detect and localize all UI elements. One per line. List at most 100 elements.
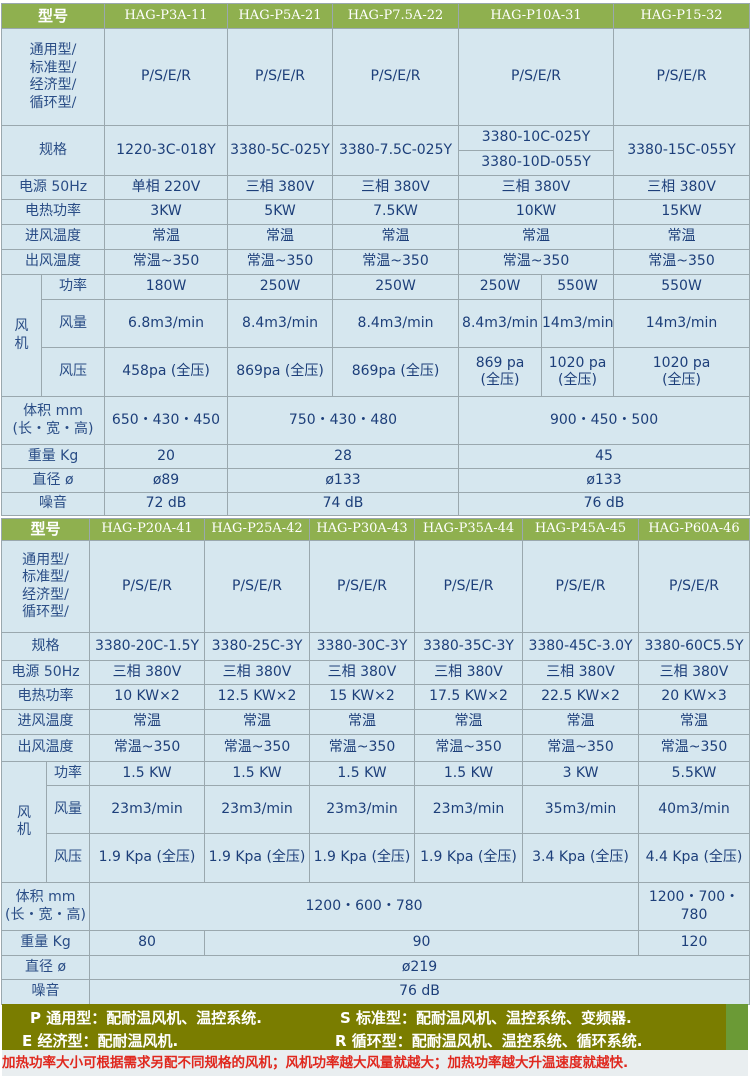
volume-cell: 900・450・500 xyxy=(458,396,750,445)
fan-power-cell: 1.5 KW xyxy=(89,761,206,786)
outlet-temp-cell: 常温~350 xyxy=(458,249,615,275)
noise-label: 噪音 xyxy=(0,979,91,1005)
type-row: 通用型/ 标准型/ 经济型/ 循环型/ P/S/E/R P/S/E/R P/S/… xyxy=(0,28,750,126)
spec-label: 规格 xyxy=(0,632,91,661)
noise-cell: 74 dB xyxy=(227,492,460,516)
spec-cell: 3380-10D-055Y xyxy=(458,150,615,176)
air-volume-cell: 8.4m3/min xyxy=(332,299,460,348)
type-label: 通用型/ 标准型/ 经济型/ 循环型/ xyxy=(0,540,91,633)
inlet-temp-row: 进风温度 常温 常温 常温 常温 常温 xyxy=(0,224,750,250)
power-supply-row: 电源 50Hz 三相 380V 三相 380V 三相 380V 三相 380V … xyxy=(0,660,750,685)
fan-power-cell: 550W xyxy=(613,274,750,300)
air-pressure-cell: 3.4 Kpa (全压) xyxy=(522,833,640,883)
type-cell: P/S/E/R xyxy=(332,28,460,126)
volume-cell: 1200・700・780 xyxy=(638,882,750,931)
type-cell: P/S/E/R xyxy=(227,28,334,126)
model-cell: HAG-P25A-42 xyxy=(204,518,311,541)
fan-power-cell: 550W xyxy=(541,274,615,300)
air-pressure-cell: 1.9 Kpa (全压) xyxy=(414,833,524,883)
air-volume-cell: 23m3/min xyxy=(89,785,206,834)
inlet-temp-cell: 常温 xyxy=(414,709,524,735)
outlet-temp-cell: 常温~350 xyxy=(613,249,750,275)
air-pressure-cell: 869pa (全压) xyxy=(332,347,460,397)
inlet-temp-label: 进风温度 xyxy=(0,224,106,250)
heat-power-cell: 10KW xyxy=(458,199,615,225)
fan-power-cell: 250W xyxy=(458,274,543,300)
air-pressure-cell: 458pa (全压) xyxy=(104,347,229,397)
air-volume-row: 风量 6.8m3/min 8.4m3/min 8.4m3/min 8.4m3/m… xyxy=(2,299,750,348)
fan-power-cell: 3 KW xyxy=(522,761,640,786)
type-cell: P/S/E/R xyxy=(89,540,206,633)
fan-power-cell: 250W xyxy=(227,274,334,300)
noise-label: 噪音 xyxy=(0,492,106,516)
spec-cell: 3380-45C-3.0Y xyxy=(522,632,640,661)
inlet-temp-row: 进风温度 常温 常温 常温 常温 常温 常温 xyxy=(0,709,750,735)
outlet-temp-cell: 常温~350 xyxy=(104,249,229,275)
air-pressure-row: 风压 458pa (全压) 869pa (全压) 869pa (全压) 869 … xyxy=(2,347,750,397)
power-supply-row: 电源 50Hz 单相 220V 三相 380V 三相 380V 三相 380V … xyxy=(0,175,750,200)
model-cell: HAG-P3A-11 xyxy=(104,3,229,29)
outlet-temp-row: 出风温度 常温~350 常温~350 常温~350 常温~350 常温~350 … xyxy=(0,734,750,762)
heat-power-cell: 10 KW×2 xyxy=(89,684,206,710)
power-supply-cell: 三相 380V xyxy=(613,175,750,200)
air-pressure-cell: 869pa (全压) xyxy=(227,347,334,397)
power-supply-cell: 三相 380V xyxy=(522,660,640,685)
heat-power-row: 电热功率 10 KW×2 12.5 KW×2 15 KW×2 17.5 KW×2… xyxy=(0,684,750,710)
volume-cell: 650・430・450 xyxy=(104,396,229,445)
noise-row: 噪音 72 dB 74 dB 76 dB xyxy=(0,492,750,516)
model-cell: HAG-P30A-43 xyxy=(309,518,416,541)
power-supply-cell: 三相 380V xyxy=(638,660,750,685)
outlet-temp-cell: 常温~350 xyxy=(414,734,524,762)
outlet-temp-cell: 常温~350 xyxy=(522,734,640,762)
air-volume-cell: 14m3/min xyxy=(613,299,750,348)
air-volume-cell: 40m3/min xyxy=(638,785,750,834)
heat-power-cell: 5KW xyxy=(227,199,334,225)
heat-power-label: 电热功率 xyxy=(0,199,106,225)
air-volume-cell: 35m3/min xyxy=(522,785,640,834)
inlet-temp-cell: 常温 xyxy=(332,224,460,250)
outlet-temp-label: 出风温度 xyxy=(0,734,91,762)
type-cell: P/S/E/R xyxy=(204,540,311,633)
air-volume-cell: 8.4m3/min xyxy=(227,299,334,348)
inlet-temp-cell: 常温 xyxy=(227,224,334,250)
legend-line-1: P 通用型：配耐温风机、温控系统. S 标准型：配耐温风机、温控系统、变频器. xyxy=(2,1004,748,1027)
inlet-temp-label: 进风温度 xyxy=(0,709,91,735)
air-pressure-cell: 1.9 Kpa (全压) xyxy=(204,833,311,883)
air-pressure-cell: 1.9 Kpa (全压) xyxy=(89,833,206,883)
noise-cell: 76 dB xyxy=(458,492,750,516)
diameter-cell: ø89 xyxy=(104,468,229,493)
heat-power-cell: 20 KW×3 xyxy=(638,684,750,710)
type-cell: P/S/E/R xyxy=(522,540,640,633)
heat-power-row: 电热功率 3KW 5KW 7.5KW 10KW 15KW xyxy=(0,199,750,225)
weight-cell: 20 xyxy=(104,444,229,469)
model-cell: HAG-P60A-46 xyxy=(638,518,750,541)
inlet-temp-cell: 常温 xyxy=(613,224,750,250)
air-volume-cell: 14m3/min xyxy=(541,299,615,348)
weight-cell: 80 xyxy=(89,930,206,956)
air-pressure-label: 风压 xyxy=(45,833,91,883)
diameter-label: 直径 ø xyxy=(0,955,91,980)
fan-power-cell: 5.5KW xyxy=(638,761,750,786)
inlet-temp-cell: 常温 xyxy=(458,224,615,250)
air-pressure-row: 风压 1.9 Kpa (全压) 1.9 Kpa (全压) 1.9 Kpa (全压… xyxy=(2,833,750,883)
heat-power-cell: 15KW xyxy=(613,199,750,225)
model-row: 型号 HAG-P20A-41 HAG-P25A-42 HAG-P30A-43 H… xyxy=(0,518,750,541)
weight-label: 重量 Kg xyxy=(0,930,91,956)
volume-row: 体积 mm (长・宽・高) 650・430・450 750・430・480 90… xyxy=(0,396,750,445)
heat-power-cell: 12.5 KW×2 xyxy=(204,684,311,710)
air-pressure-cell: 4.4 Kpa (全压) xyxy=(638,833,750,883)
power-supply-cell: 三相 380V xyxy=(332,175,460,200)
diameter-label: 直径 ø xyxy=(0,468,106,493)
power-supply-cell: 三相 380V xyxy=(458,175,615,200)
weight-row: 重量 Kg 20 28 45 xyxy=(0,444,750,469)
heat-power-cell: 17.5 KW×2 xyxy=(414,684,524,710)
heat-power-cell: 15 KW×2 xyxy=(309,684,416,710)
model-cell: HAG-P20A-41 xyxy=(89,518,206,541)
spec-row: 规格 1220-3C-018Y 3380-5C-025Y 3380-7.5C-0… xyxy=(0,125,750,176)
model-cell: HAG-P35A-44 xyxy=(414,518,524,541)
model-label: 型号 xyxy=(0,518,91,541)
spec-cell: 3380-15C-055Y xyxy=(613,125,750,176)
outlet-temp-cell: 常温~350 xyxy=(204,734,311,762)
power-supply-cell: 三相 380V xyxy=(89,660,206,685)
outlet-temp-cell: 常温~350 xyxy=(638,734,750,762)
